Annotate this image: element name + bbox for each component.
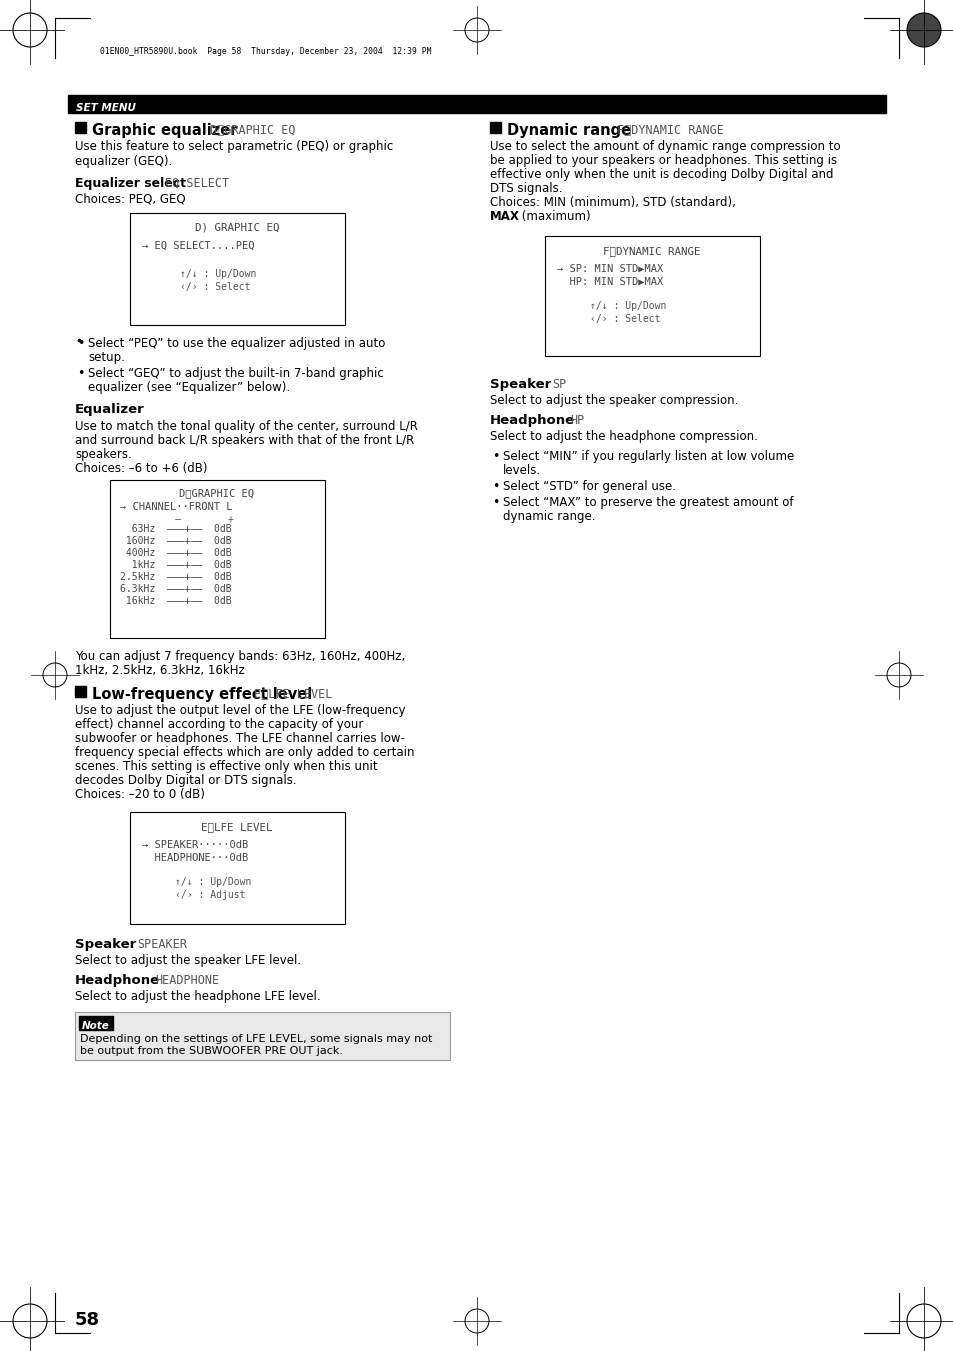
FancyBboxPatch shape xyxy=(490,122,500,132)
Text: levels.: levels. xyxy=(502,463,540,477)
Text: Select to adjust the speaker compression.: Select to adjust the speaker compression… xyxy=(490,394,738,407)
Text: Choices: –6 to +6 (dB): Choices: –6 to +6 (dB) xyxy=(75,462,208,476)
Text: •: • xyxy=(492,480,498,493)
Text: ‹/› : Select: ‹/› : Select xyxy=(180,282,251,292)
Text: Equalizer select: Equalizer select xyxy=(75,177,186,190)
Text: 01EN00_HTR5890U.book  Page 58  Thursday, December 23, 2004  12:39 PM: 01EN00_HTR5890U.book Page 58 Thursday, D… xyxy=(100,47,431,57)
Text: SET MENU: SET MENU xyxy=(76,103,135,113)
Text: → SPEAKER·····0dB: → SPEAKER·····0dB xyxy=(142,840,248,850)
Text: Select “MIN” if you regularly listen at low volume: Select “MIN” if you regularly listen at … xyxy=(502,450,794,463)
Text: Dynamic range: Dynamic range xyxy=(506,123,631,139)
Text: setup.: setup. xyxy=(88,351,125,363)
Text: DTS signals.: DTS signals. xyxy=(490,182,562,195)
Text: ‹/› : Select: ‹/› : Select xyxy=(589,313,659,324)
Text: Select “GEQ” to adjust the built-in 7-band graphic: Select “GEQ” to adjust the built-in 7-ba… xyxy=(88,367,383,380)
Text: 400Hz  ———+——  0dB: 400Hz ———+—— 0dB xyxy=(120,549,232,558)
Text: Select “MAX” to preserve the greatest amount of: Select “MAX” to preserve the greatest am… xyxy=(502,496,793,509)
FancyBboxPatch shape xyxy=(110,480,325,638)
Text: dynamic range.: dynamic range. xyxy=(502,509,595,523)
Text: 160Hz  ———+——  0dB: 160Hz ———+—— 0dB xyxy=(120,536,232,546)
Text: → CHANNEL··FRONT L: → CHANNEL··FRONT L xyxy=(120,503,233,512)
Text: SP: SP xyxy=(552,378,566,390)
Text: (maximum): (maximum) xyxy=(517,209,590,223)
Text: Speaker: Speaker xyxy=(75,938,136,951)
Text: SPEAKER: SPEAKER xyxy=(137,938,187,951)
Text: D⧸GRAPHIC EQ: D⧸GRAPHIC EQ xyxy=(210,124,295,138)
FancyBboxPatch shape xyxy=(130,213,345,326)
Text: D) GRAPHIC EQ: D) GRAPHIC EQ xyxy=(194,223,279,232)
Text: and surround back L/R speakers with that of the front L/R: and surround back L/R speakers with that… xyxy=(75,434,414,447)
Text: effect) channel according to the capacity of your: effect) channel according to the capacit… xyxy=(75,717,363,731)
Text: Equalizer: Equalizer xyxy=(75,403,145,416)
Text: be output from the SUBWOOFER PRE OUT jack.: be output from the SUBWOOFER PRE OUT jac… xyxy=(80,1046,343,1056)
FancyBboxPatch shape xyxy=(75,122,86,132)
Text: 2.5kHz  ———+——  0dB: 2.5kHz ———+—— 0dB xyxy=(120,571,232,582)
Text: Choices: –20 to 0 (dB): Choices: –20 to 0 (dB) xyxy=(75,788,205,801)
Text: Choices: PEQ, GEQ: Choices: PEQ, GEQ xyxy=(75,193,186,205)
Text: 1kHz  ———+——  0dB: 1kHz ———+—— 0dB xyxy=(120,561,232,570)
Text: ‹/› : Adjust: ‹/› : Adjust xyxy=(174,890,245,900)
Text: Use to adjust the output level of the LFE (low-frequency: Use to adjust the output level of the LF… xyxy=(75,704,405,717)
Text: MAX: MAX xyxy=(490,209,519,223)
Text: 63Hz  ———+——  0dB: 63Hz ———+—— 0dB xyxy=(120,524,232,534)
FancyBboxPatch shape xyxy=(75,686,86,697)
FancyBboxPatch shape xyxy=(68,95,885,113)
Text: scenes. This setting is effective only when this unit: scenes. This setting is effective only w… xyxy=(75,761,377,773)
FancyBboxPatch shape xyxy=(79,1016,112,1029)
Text: Note: Note xyxy=(82,1021,110,1031)
Text: HP: HP xyxy=(569,413,583,427)
Text: HEADPHONE···0dB: HEADPHONE···0dB xyxy=(142,852,248,863)
Text: ↑/↓ : Up/Down: ↑/↓ : Up/Down xyxy=(589,301,666,311)
Text: Headphone: Headphone xyxy=(490,413,575,427)
Text: equalizer (GEQ).: equalizer (GEQ). xyxy=(75,155,172,168)
Text: Select to adjust the headphone compression.: Select to adjust the headphone compressi… xyxy=(490,430,757,443)
Text: 6.3kHz  ———+——  0dB: 6.3kHz ———+—— 0dB xyxy=(120,584,232,594)
Text: Select “STD” for general use.: Select “STD” for general use. xyxy=(502,480,676,493)
Text: •: • xyxy=(77,367,84,380)
Text: HP: MIN STD▶MAX: HP: MIN STD▶MAX xyxy=(557,277,662,286)
Text: ↑/↓ : Up/Down: ↑/↓ : Up/Down xyxy=(180,269,256,280)
Text: Choices: MIN (minimum), STD (standard),: Choices: MIN (minimum), STD (standard), xyxy=(490,196,735,209)
Text: subwoofer or headphones. The LFE channel carries low-: subwoofer or headphones. The LFE channel… xyxy=(75,732,404,744)
Circle shape xyxy=(906,14,940,47)
FancyBboxPatch shape xyxy=(130,812,345,924)
Text: –        +: – + xyxy=(140,513,233,524)
Text: → SP: MIN STD▶MAX: → SP: MIN STD▶MAX xyxy=(557,263,662,274)
Text: ↑/↓ : Up/Down: ↑/↓ : Up/Down xyxy=(174,877,251,888)
Text: effective only when the unit is decoding Dolby Digital and: effective only when the unit is decoding… xyxy=(490,168,833,181)
Text: E⧸LFE LEVEL: E⧸LFE LEVEL xyxy=(253,689,332,701)
Text: → EQ SELECT....PEQ: → EQ SELECT....PEQ xyxy=(142,240,254,251)
Text: Select to adjust the headphone LFE level.: Select to adjust the headphone LFE level… xyxy=(75,990,320,1002)
Text: Use this feature to select parametric (PEQ) or graphic: Use this feature to select parametric (P… xyxy=(75,141,393,153)
Text: •: • xyxy=(492,450,498,463)
Text: •: • xyxy=(492,496,498,509)
Text: F⧸DYNAMIC RANGE: F⧸DYNAMIC RANGE xyxy=(602,246,700,255)
Text: 1kHz, 2.5kHz, 6.3kHz, 16kHz: 1kHz, 2.5kHz, 6.3kHz, 16kHz xyxy=(75,663,245,677)
Text: You can adjust 7 frequency bands: 63Hz, 160Hz, 400Hz,: You can adjust 7 frequency bands: 63Hz, … xyxy=(75,650,405,663)
Text: HEADPHONE: HEADPHONE xyxy=(154,974,219,988)
Text: EQ SELECT: EQ SELECT xyxy=(165,177,229,190)
Text: Low-frequency effect level: Low-frequency effect level xyxy=(91,688,312,703)
Text: Use to match the tonal quality of the center, surround L/R: Use to match the tonal quality of the ce… xyxy=(75,420,417,434)
Text: Select “PEQ” to use the equalizer adjusted in auto: Select “PEQ” to use the equalizer adjust… xyxy=(88,336,385,350)
Text: Speaker: Speaker xyxy=(490,378,551,390)
Text: D⧸GRAPHIC EQ: D⧸GRAPHIC EQ xyxy=(179,488,254,499)
Text: frequency special effects which are only added to certain: frequency special effects which are only… xyxy=(75,746,414,759)
Text: Graphic equalizer: Graphic equalizer xyxy=(91,123,237,139)
Text: F⧸DYNAMIC RANGE: F⧸DYNAMIC RANGE xyxy=(617,124,723,138)
Text: E⧸LFE LEVEL: E⧸LFE LEVEL xyxy=(201,821,273,832)
Text: 58: 58 xyxy=(75,1310,100,1329)
Text: 16kHz  ———+——  0dB: 16kHz ———+—— 0dB xyxy=(120,596,232,607)
Text: be applied to your speakers or headphones. This setting is: be applied to your speakers or headphone… xyxy=(490,154,836,168)
Text: equalizer (see “Equalizer” below).: equalizer (see “Equalizer” below). xyxy=(88,381,290,394)
FancyBboxPatch shape xyxy=(544,236,760,357)
Text: Use to select the amount of dynamic range compression to: Use to select the amount of dynamic rang… xyxy=(490,141,840,153)
Text: Select to adjust the speaker LFE level.: Select to adjust the speaker LFE level. xyxy=(75,954,301,967)
FancyBboxPatch shape xyxy=(75,1012,450,1061)
Text: •: • xyxy=(77,336,84,350)
Text: speakers.: speakers. xyxy=(75,449,132,461)
Text: Depending on the settings of LFE LEVEL, some signals may not: Depending on the settings of LFE LEVEL, … xyxy=(80,1034,432,1044)
Text: decodes Dolby Digital or DTS signals.: decodes Dolby Digital or DTS signals. xyxy=(75,774,296,788)
Text: Headphone: Headphone xyxy=(75,974,160,988)
